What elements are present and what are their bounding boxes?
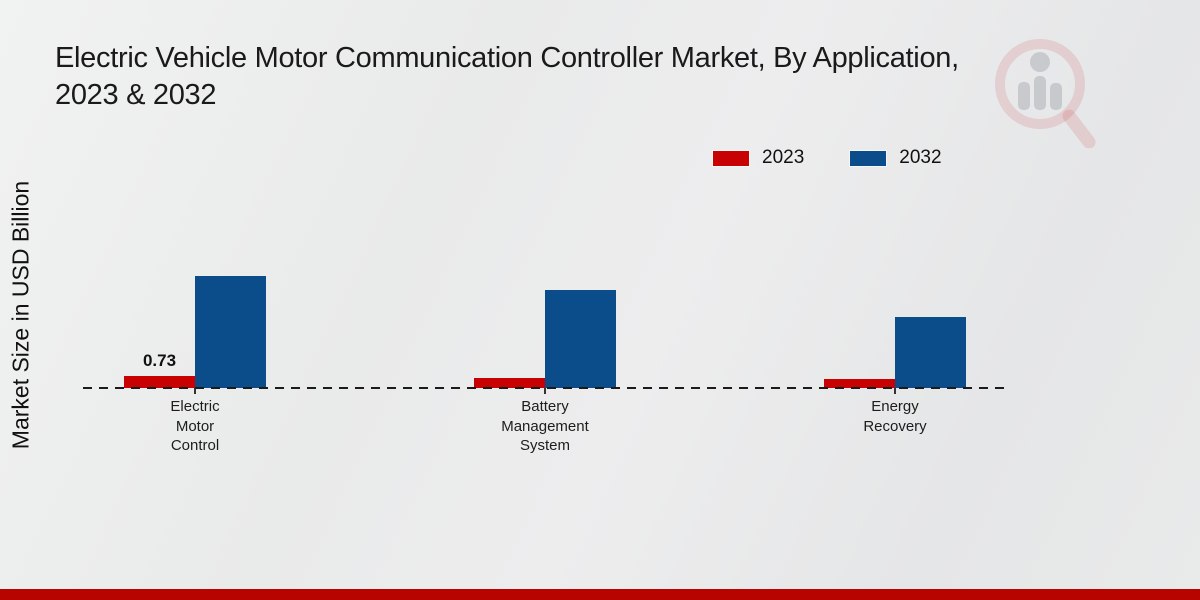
legend-label-2023: 2023 bbox=[762, 147, 805, 168]
x-category-label: Electric Motor Control bbox=[170, 398, 220, 454]
legend-label-2032: 2032 bbox=[899, 147, 942, 168]
bar-2032-3 bbox=[895, 317, 966, 388]
chart-title-line2: 2023 & 2032 bbox=[55, 79, 217, 111]
chart-title: Electric Vehicle Motor Communication Con… bbox=[55, 40, 959, 114]
bar-2032-2 bbox=[545, 290, 616, 388]
bar-2032-1 bbox=[195, 276, 266, 388]
zero-baseline-dashed-line bbox=[83, 387, 1008, 389]
legend-item-2032: 2032 bbox=[850, 147, 942, 169]
x-tick bbox=[894, 388, 896, 394]
legend-swatch-2032 bbox=[850, 150, 887, 166]
x-category-label: Energy Recovery bbox=[863, 398, 927, 435]
x-tick bbox=[544, 388, 546, 394]
x-category-label: Battery Management System bbox=[501, 398, 589, 454]
bottom-accent-bar bbox=[0, 589, 1200, 600]
bar-value-label: 0.73 bbox=[142, 351, 177, 370]
legend: 2023 2032 bbox=[713, 147, 942, 169]
bar-2023-1 bbox=[124, 376, 195, 388]
legend-item-2023: 2023 bbox=[713, 147, 804, 169]
magnifier-bar-chart-logo bbox=[995, 39, 1096, 148]
x-tick bbox=[194, 388, 196, 394]
bar-2023-2 bbox=[474, 378, 545, 388]
bar-2023-3 bbox=[824, 379, 895, 388]
chart-title-line1: Electric Vehicle Motor Communication Con… bbox=[55, 42, 959, 74]
legend-swatch-2023 bbox=[713, 150, 749, 166]
